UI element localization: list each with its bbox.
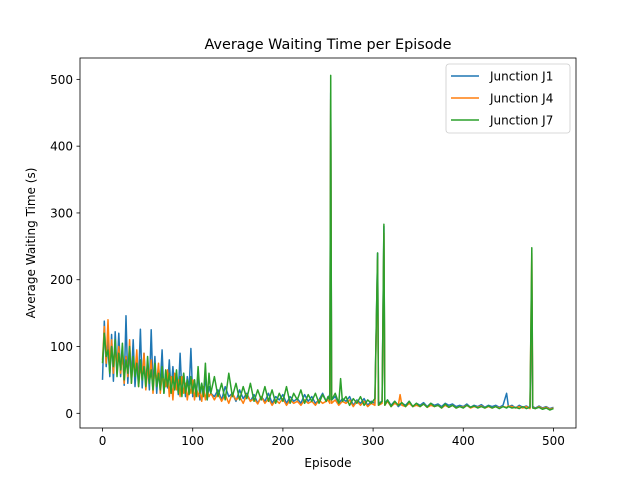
x-tick-label: 300 <box>362 434 385 448</box>
y-axis-ticks: 0 100 200 300 400 500 <box>50 73 80 421</box>
legend-label: Junction J4 <box>489 92 553 106</box>
x-tick-label: 500 <box>542 434 565 448</box>
series-layer <box>101 74 554 411</box>
x-tick-label: 200 <box>271 434 294 448</box>
series-line-3 <box>101 74 554 411</box>
y-tick-label: 100 <box>50 340 73 354</box>
chart-title: Average Waiting Time per Episode <box>204 37 451 53</box>
y-axis-title: Average Waiting Time (s) <box>24 168 38 319</box>
legend-label: Junction J1 <box>489 70 553 84</box>
x-axis-ticks: 0 100 200 300 400 500 <box>99 428 565 448</box>
x-tick-label: 400 <box>452 434 475 448</box>
legend: Junction J1 Junction J4 Junction J7 <box>445 63 571 134</box>
x-tick-label: 100 <box>181 434 204 448</box>
y-tick-label: 0 <box>65 407 73 421</box>
x-axis-title: Episode <box>304 456 351 470</box>
legend-box <box>445 63 571 134</box>
y-tick-label: 500 <box>50 73 73 87</box>
legend-label: Junction J7 <box>489 114 553 128</box>
plot-frame <box>79 57 577 429</box>
y-tick-label: 200 <box>50 273 73 287</box>
y-tick-label: 300 <box>50 206 73 220</box>
x-tick-label: 0 <box>99 434 107 448</box>
y-tick-label: 400 <box>50 140 73 154</box>
legend-items: Junction J1 Junction J4 Junction J7 <box>451 70 553 128</box>
